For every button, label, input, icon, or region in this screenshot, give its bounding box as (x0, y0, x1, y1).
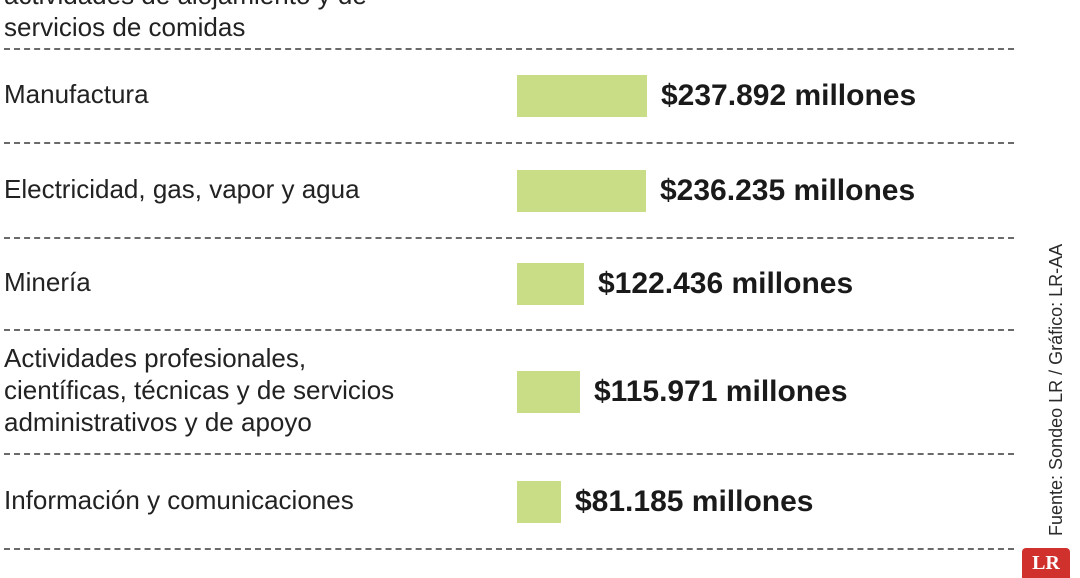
row-divider (4, 48, 1014, 50)
bar (517, 481, 561, 523)
category-label: Electricidad, gas, vapor y agua (4, 173, 360, 204)
value-label: $122.436 millones (598, 267, 854, 300)
value-label: $237.892 millones (661, 79, 917, 112)
row-divider (4, 142, 1014, 144)
value-label: $81.185 millones (575, 485, 814, 518)
bar (517, 371, 580, 413)
value-label: $236.235 millones (660, 174, 916, 207)
bar (517, 75, 647, 117)
row-divider (4, 453, 1014, 455)
row-divider (4, 329, 1014, 331)
value-label: $115.971 millones (594, 375, 848, 408)
row-divider (4, 548, 1014, 550)
source-note: Fuente: Sondeo LR / Gráfico: LR-AA (1046, 243, 1066, 536)
category-label: Minería (4, 267, 91, 297)
bar (517, 170, 646, 212)
category-label: Actividades profesionales, científicas, … (4, 343, 395, 437)
category-label: actividades de alojamiento y de servicio… (4, 0, 367, 42)
lr-logo: LR (1022, 548, 1070, 578)
row-divider (4, 237, 1014, 239)
category-label: Manufactura (4, 79, 149, 109)
category-label: Información y comunicaciones (4, 484, 354, 515)
bar (517, 263, 584, 305)
